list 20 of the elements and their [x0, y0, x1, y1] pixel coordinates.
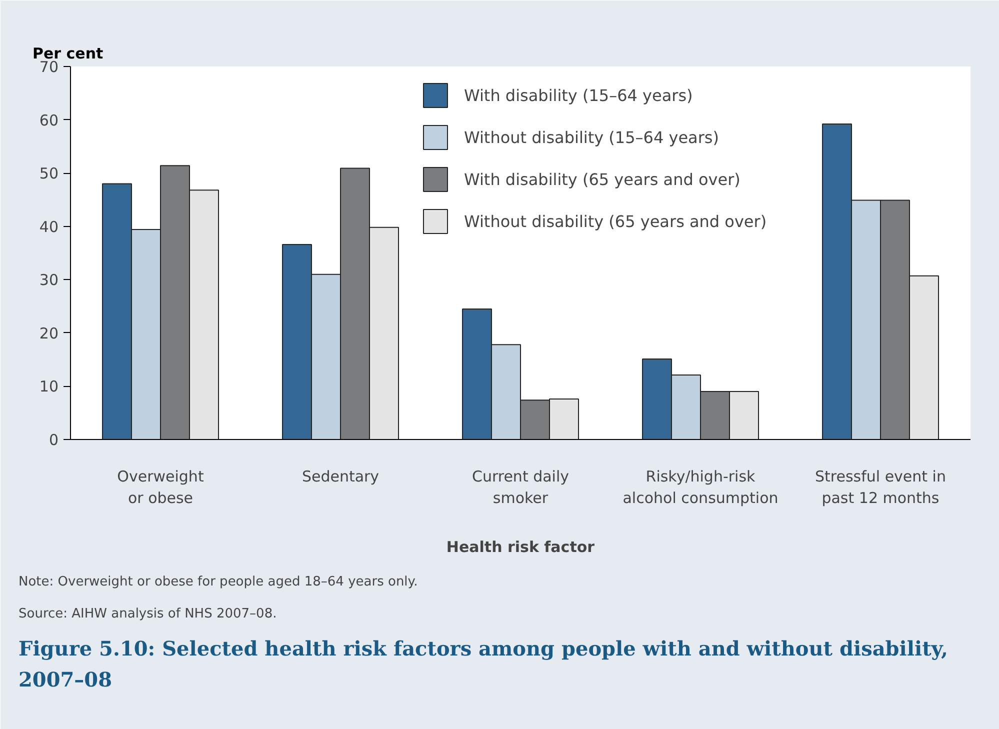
x-tick-label: Overweight or obese: [117, 468, 204, 508]
source-note: Source: AIHW analysis of NHS 2007–08.: [18, 606, 277, 622]
legend-label: With disability (65 years and over): [464, 170, 740, 188]
x-tick-label: Risky/high-risk alcohol consumption: [622, 468, 778, 508]
x-tick-label: Sedentary: [302, 468, 380, 486]
legend-label: With disability (15–64 years): [464, 86, 693, 104]
x-tick-label: Stressful event in past 12 months: [815, 468, 946, 508]
text: Note: Overweight or obese for people aged 18–64 years only.: [18, 574, 418, 590]
text: Figure 5.10: Selected health risk factors among people with and without disability, 2007–08: [18, 636, 948, 692]
x-axis-title: Health risk factor: [446, 538, 596, 556]
y-tick-label: 60: [39, 111, 59, 130]
y-tick-label: 20: [39, 324, 59, 342]
y-tick-label: 10: [39, 378, 59, 396]
legend-label: Without disability (15–64 years): [464, 128, 719, 146]
y-tick-label: 50: [39, 164, 59, 183]
legend-label: Without disability (65 years and over): [464, 212, 767, 230]
y-tick-label: 40: [39, 218, 59, 236]
x-tick-label: Current daily smoker: [472, 468, 570, 508]
y-tick-label: 30: [39, 271, 59, 290]
y-tick-label: 0: [48, 431, 59, 449]
